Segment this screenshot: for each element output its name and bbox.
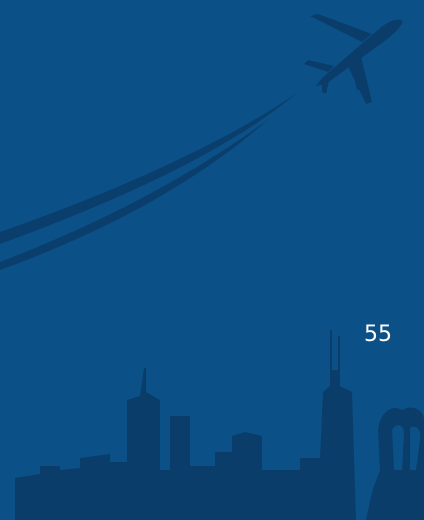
- page-canvas: 55: [0, 0, 424, 520]
- page-number: 55: [364, 322, 392, 347]
- page: 55 (() => { const data = JSON.parse(docu…: [0, 0, 424, 520]
